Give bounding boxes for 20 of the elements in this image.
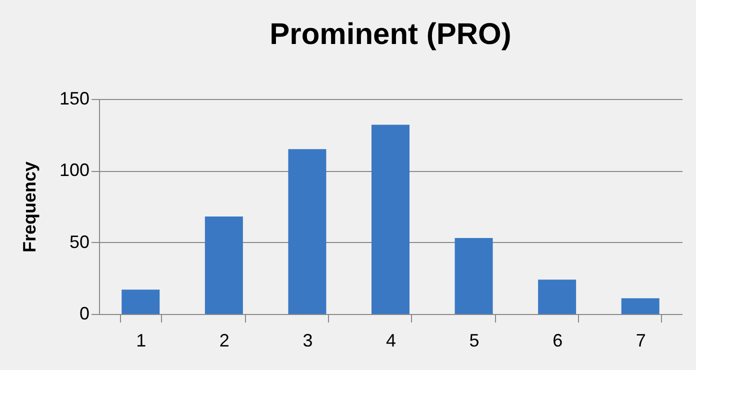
x-tick-label: 7 <box>636 330 646 350</box>
x-tick-label: 6 <box>552 330 563 350</box>
bar <box>372 124 410 314</box>
bar <box>538 280 576 314</box>
chart-title: Prominent (PRO) <box>270 18 512 51</box>
y-axis-title: Frequency <box>19 161 40 253</box>
x-tick-label: 5 <box>469 330 480 350</box>
x-tick-label: 3 <box>302 330 313 350</box>
y-tick-label: 150 <box>59 88 90 108</box>
bar <box>454 238 493 314</box>
x-tick-label: 4 <box>386 330 396 350</box>
y-tick-label: 100 <box>59 160 90 180</box>
y-tick-label: 50 <box>69 232 90 252</box>
x-tick-label: 2 <box>219 330 230 350</box>
bar <box>288 149 326 314</box>
x-tick-label: 1 <box>136 330 146 350</box>
y-tick-label: 0 <box>79 304 90 324</box>
bar <box>204 216 243 314</box>
bar <box>122 290 160 314</box>
bar <box>621 298 660 314</box>
